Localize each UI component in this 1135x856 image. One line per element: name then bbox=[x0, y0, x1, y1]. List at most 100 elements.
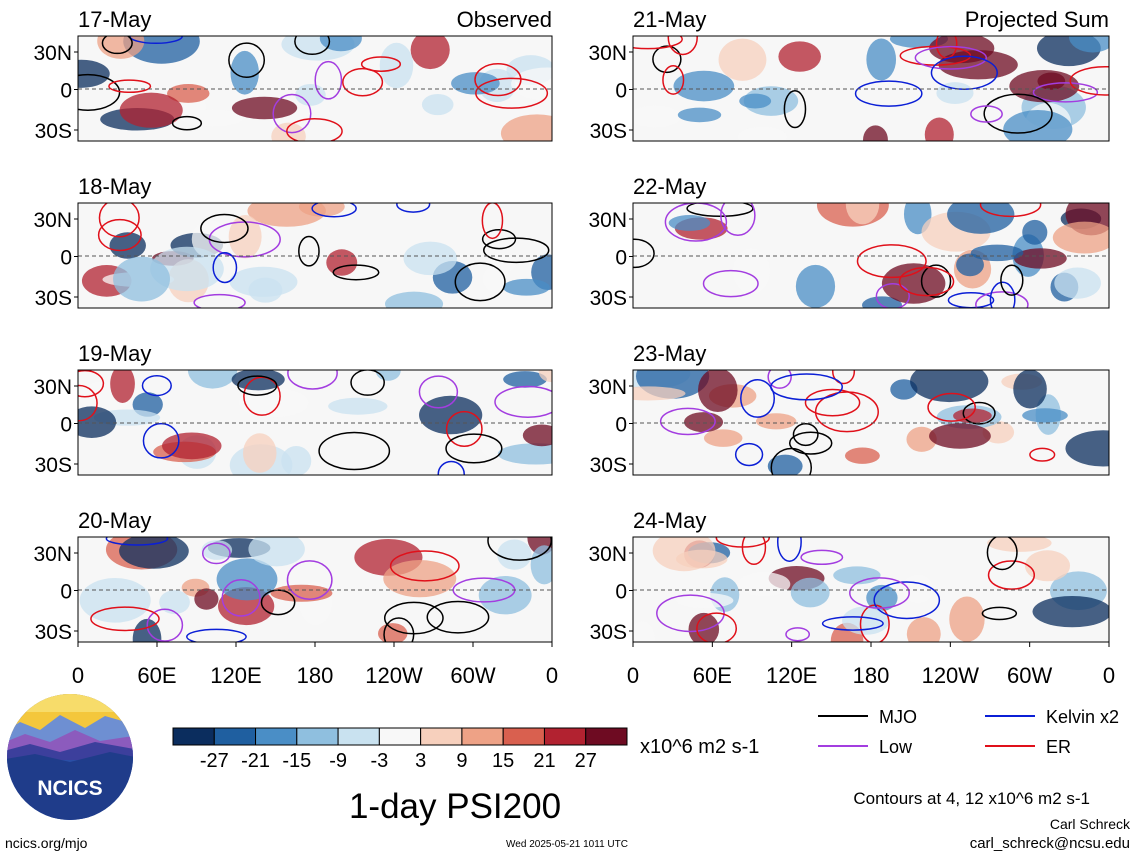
anomaly-shading bbox=[738, 127, 787, 141]
x-tick-label: 60E bbox=[137, 663, 176, 688]
contour-line bbox=[228, 42, 266, 78]
anomaly-shading bbox=[906, 426, 937, 452]
footer-timestamp: Wed 2025-05-21 1011 UTC bbox=[506, 839, 628, 850]
anomaly-shading bbox=[502, 278, 550, 296]
contour-line bbox=[286, 118, 343, 141]
anomaly-shading bbox=[718, 38, 767, 81]
anomaly-shading bbox=[511, 67, 552, 101]
column-label: Observed bbox=[457, 7, 552, 32]
anomaly-shading bbox=[703, 429, 743, 447]
contour-line bbox=[667, 36, 698, 56]
contour-line bbox=[260, 589, 296, 616]
contour-line bbox=[783, 89, 807, 129]
colorbar-swatch bbox=[420, 727, 463, 746]
anomaly-shading bbox=[739, 93, 772, 109]
panel-date-label: 23-May bbox=[633, 341, 706, 366]
contour-line bbox=[437, 460, 465, 475]
y-tick-label: 30N bbox=[588, 209, 627, 232]
map-panel: 23-May 30N 0 30S bbox=[588, 341, 1110, 477]
anomaly-shading bbox=[668, 214, 711, 231]
y-tick-label: 0 bbox=[615, 80, 627, 103]
contour-line bbox=[686, 203, 754, 218]
anomaly-shading bbox=[500, 114, 552, 141]
contour-line bbox=[108, 79, 152, 94]
anomaly-shading bbox=[1054, 267, 1101, 299]
contour-line bbox=[849, 577, 910, 609]
contour-line bbox=[286, 560, 333, 600]
footer-email[interactable]: carl_schreck@ncsu.edu bbox=[970, 835, 1130, 852]
contour-line bbox=[474, 63, 522, 97]
anomaly-shading bbox=[248, 537, 305, 567]
anomaly-shading bbox=[328, 397, 388, 415]
anomaly-shading bbox=[419, 395, 483, 435]
anomaly-shading bbox=[421, 93, 454, 116]
contour-line bbox=[814, 391, 879, 433]
map-panel: 18-May 30N 0 30S bbox=[33, 174, 553, 310]
panel-date-label: 24-May bbox=[633, 508, 706, 533]
colorbar-swatch bbox=[337, 727, 380, 746]
anomaly-shading bbox=[733, 248, 770, 295]
x-tick-label: 120E bbox=[766, 663, 817, 688]
x-tick-label: 0 bbox=[72, 663, 84, 688]
y-tick-label: 0 bbox=[60, 247, 72, 270]
colorbar-tick-label: 15 bbox=[492, 750, 514, 772]
anomaly-shading bbox=[119, 92, 183, 128]
anomaly-shading bbox=[109, 232, 146, 259]
y-tick-label: 30S bbox=[590, 120, 627, 143]
contour-line bbox=[481, 203, 504, 240]
contour-line bbox=[979, 203, 1042, 218]
y-tick-label: 30S bbox=[35, 120, 72, 143]
logo-text: NCICS bbox=[37, 777, 102, 800]
anomaly-shading bbox=[1024, 550, 1071, 582]
anomaly-shading bbox=[119, 537, 189, 569]
legend-label-low: Low bbox=[879, 737, 913, 757]
y-tick-label: 30N bbox=[33, 209, 72, 232]
anomaly-shading bbox=[1013, 248, 1067, 269]
panel-frame bbox=[77, 202, 553, 309]
anomaly-shading bbox=[866, 38, 897, 81]
colorbar-tick-label: -15 bbox=[282, 750, 311, 772]
contour-line bbox=[785, 627, 811, 642]
y-tick-label: 30N bbox=[33, 42, 72, 65]
y-tick-label: 0 bbox=[60, 581, 72, 604]
anomaly-shading bbox=[248, 277, 283, 303]
y-tick-label: 0 bbox=[60, 414, 72, 437]
contour-line bbox=[740, 379, 776, 418]
x-tick-label: 60W bbox=[450, 663, 495, 688]
footer-url[interactable]: ncics.org/mjo bbox=[5, 835, 88, 851]
anomaly-shading bbox=[538, 370, 552, 383]
panel-date-label: 17-May bbox=[78, 7, 151, 32]
contour-line bbox=[141, 374, 172, 397]
map-panels: 17-May Observed30N030S18-May30N030S19-May… bbox=[33, 7, 1110, 644]
anomaly-shading bbox=[319, 36, 362, 52]
anomaly-shading bbox=[683, 412, 724, 433]
y-tick-label: 30N bbox=[33, 543, 72, 566]
panel-date-label: 22-May bbox=[633, 174, 706, 199]
contour-line bbox=[770, 447, 813, 475]
x-tick-label: 120W bbox=[922, 663, 980, 688]
anomaly-shading bbox=[384, 291, 444, 308]
colorbar-swatch bbox=[172, 727, 215, 746]
contour-line bbox=[962, 401, 996, 425]
map-panel: 21-May Projected Sum 30N 0 30S bbox=[588, 7, 1110, 143]
contour-line bbox=[389, 550, 460, 582]
anomaly-shading bbox=[162, 432, 222, 460]
colorbar-tick-label: -21 bbox=[241, 750, 270, 772]
anomaly-shading bbox=[78, 59, 110, 88]
anomaly-shading bbox=[906, 617, 941, 642]
contour-line bbox=[318, 431, 391, 471]
anomaly-shading bbox=[677, 107, 722, 123]
contour-line bbox=[475, 77, 549, 109]
x-axis-right: 0 60E 120E 180 120W 60W 0 bbox=[627, 642, 1115, 688]
x-tick-label: 0 bbox=[546, 663, 558, 688]
contour-line bbox=[243, 376, 281, 416]
anomaly-shading bbox=[633, 386, 686, 401]
anomaly-shading bbox=[482, 265, 510, 292]
contour-line bbox=[454, 262, 506, 302]
anomaly-shading bbox=[633, 621, 655, 642]
anomaly-shading bbox=[410, 36, 450, 70]
contour-line bbox=[78, 370, 105, 398]
contour-line bbox=[383, 617, 415, 642]
legend-label-er: ER bbox=[1046, 737, 1071, 757]
